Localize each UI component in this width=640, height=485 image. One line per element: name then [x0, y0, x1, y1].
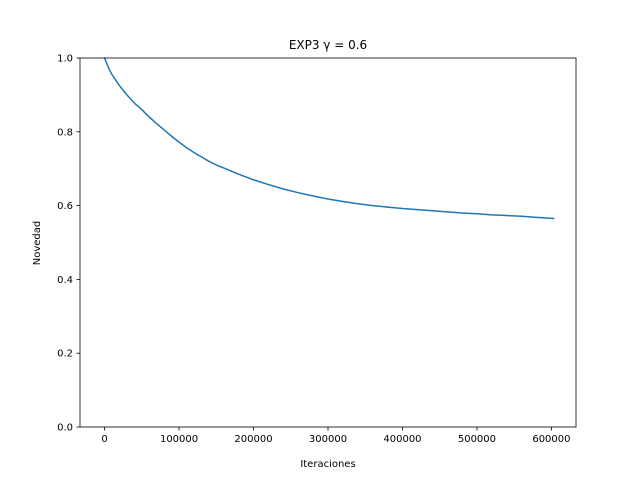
- chart-title: EXP3 γ = 0.6: [289, 38, 367, 52]
- series-line-0: [103, 57, 555, 220]
- y-tick-label: 0.0: [57, 423, 73, 434]
- x-axis-label: Iteraciones: [300, 459, 355, 470]
- x-tick-label: 100000: [160, 434, 198, 445]
- y-tick-label: 0.4: [57, 275, 73, 286]
- y-axis-ticks: 0.0 0.2 0.4 0.6 0.8 1.0: [57, 54, 80, 434]
- y-axis-label: Novedad: [32, 221, 43, 266]
- x-tick-label: 300000: [309, 434, 347, 445]
- x-tick-label: 400000: [383, 434, 421, 445]
- y-tick-label: 0.8: [57, 127, 73, 138]
- x-tick-label: 500000: [458, 434, 496, 445]
- x-axis-ticks: 0 100000 200000 300000 400000 500000 600000: [101, 427, 571, 445]
- y-tick-label: 0.2: [57, 349, 73, 360]
- y-tick-label: 0.6: [57, 201, 73, 212]
- x-tick-label: 200000: [234, 434, 272, 445]
- x-tick-label: 600000: [532, 434, 570, 445]
- x-tick-label: 0: [101, 434, 107, 445]
- y-tick-label: 1.0: [57, 54, 73, 65]
